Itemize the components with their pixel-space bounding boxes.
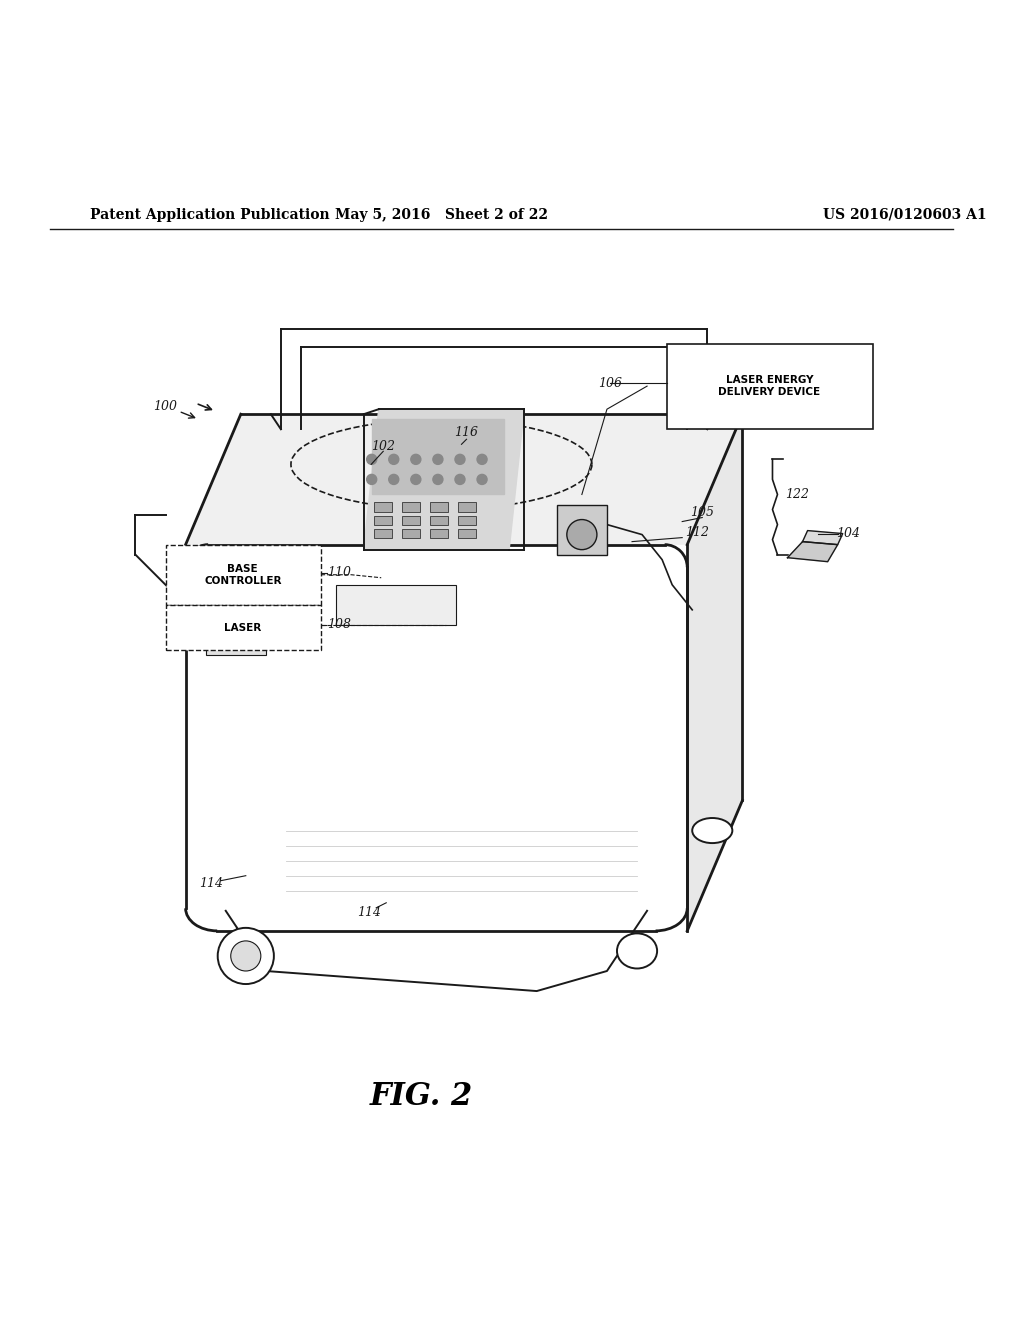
- Bar: [430, 503, 447, 512]
- Circle shape: [389, 474, 398, 484]
- Text: 108: 108: [327, 618, 351, 631]
- Bar: [374, 528, 392, 537]
- Circle shape: [433, 454, 443, 465]
- Polygon shape: [372, 420, 504, 495]
- Circle shape: [411, 454, 421, 465]
- Bar: [401, 503, 420, 512]
- Bar: [374, 503, 392, 512]
- Polygon shape: [185, 414, 742, 545]
- Circle shape: [433, 474, 443, 484]
- Text: 114: 114: [357, 907, 381, 919]
- Text: 100: 100: [154, 400, 177, 413]
- Bar: [430, 528, 447, 537]
- Text: 106: 106: [598, 376, 622, 389]
- Circle shape: [567, 520, 597, 549]
- Text: BASE
CONTROLLER: BASE CONTROLLER: [204, 564, 282, 586]
- Bar: [458, 503, 476, 512]
- Circle shape: [367, 454, 377, 465]
- Bar: [430, 516, 447, 524]
- Circle shape: [389, 454, 398, 465]
- Bar: [374, 516, 392, 524]
- Circle shape: [455, 474, 465, 484]
- Bar: [557, 504, 607, 554]
- Text: LASER: LASER: [224, 623, 261, 632]
- Polygon shape: [803, 531, 843, 545]
- Text: 105: 105: [690, 506, 715, 519]
- Polygon shape: [364, 409, 524, 549]
- Bar: [206, 590, 266, 615]
- Bar: [458, 516, 476, 524]
- Polygon shape: [185, 545, 687, 931]
- Text: 102: 102: [372, 440, 395, 453]
- Bar: [458, 528, 476, 537]
- Circle shape: [411, 474, 421, 484]
- Bar: [166, 545, 322, 605]
- Bar: [668, 345, 872, 429]
- Bar: [336, 585, 457, 624]
- Text: LASER ENERGY
DELIVERY DEVICE: LASER ENERGY DELIVERY DEVICE: [719, 375, 820, 397]
- Ellipse shape: [692, 818, 732, 843]
- Bar: [401, 516, 420, 524]
- Circle shape: [455, 454, 465, 465]
- Text: US 2016/0120603 A1: US 2016/0120603 A1: [822, 207, 986, 222]
- Text: 112: 112: [685, 527, 710, 539]
- Circle shape: [367, 474, 377, 484]
- Polygon shape: [687, 414, 742, 931]
- Text: 114: 114: [199, 878, 222, 890]
- Text: 122: 122: [785, 488, 810, 502]
- Circle shape: [230, 941, 261, 972]
- Text: 116: 116: [455, 426, 478, 438]
- Text: Patent Application Publication: Patent Application Publication: [90, 207, 330, 222]
- Ellipse shape: [617, 933, 657, 969]
- Text: 110: 110: [327, 566, 351, 579]
- Circle shape: [477, 474, 487, 484]
- Polygon shape: [787, 541, 838, 562]
- Circle shape: [218, 928, 273, 983]
- Bar: [166, 605, 322, 649]
- Bar: [401, 528, 420, 537]
- Text: 104: 104: [836, 527, 860, 540]
- Bar: [206, 630, 266, 655]
- Circle shape: [477, 454, 487, 465]
- Text: FIG. 2: FIG. 2: [370, 1081, 473, 1111]
- Text: May 5, 2016   Sheet 2 of 22: May 5, 2016 Sheet 2 of 22: [335, 207, 548, 222]
